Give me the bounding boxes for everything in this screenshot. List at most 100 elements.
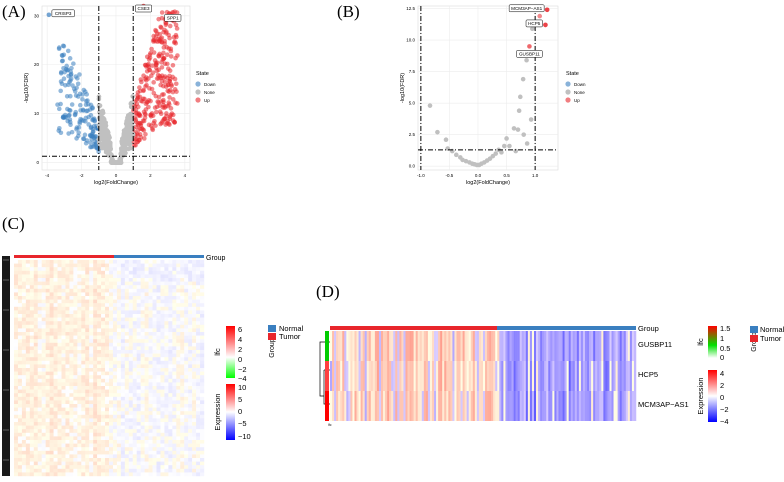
legend-entry-none: None [574, 90, 585, 95]
heatmap-cell [69, 339, 74, 343]
heatmap-cell [116, 386, 122, 390]
heatmap-cell [164, 321, 169, 325]
heatmap-cell [136, 375, 141, 379]
heatmap-cell [105, 450, 110, 455]
heatmap-cell [172, 339, 177, 343]
heatmap-cell [85, 443, 90, 448]
heatmap-cell [116, 375, 122, 379]
heatmap-cell [17, 260, 23, 264]
heatmap-cell [25, 378, 31, 383]
heatmap-cell [184, 404, 189, 408]
heatmap-cell [57, 450, 62, 455]
heatmap-cell [136, 454, 141, 459]
heatmap-cell [65, 450, 70, 455]
heatmap-cell [45, 436, 50, 441]
heatmap-cell [168, 328, 173, 333]
row-label: MCM3AP−AS1 [638, 400, 689, 409]
heatmap-cell [14, 436, 19, 441]
heatmap-cell [192, 292, 197, 297]
data-point [81, 136, 86, 141]
heatmap-cell [65, 324, 70, 329]
heatmap-cell [200, 353, 205, 358]
heatmap-cell [393, 391, 396, 421]
heatmap-cell [105, 267, 110, 271]
heatmap-cell [81, 396, 86, 401]
data-point [119, 151, 125, 157]
heatmap-cell [17, 447, 23, 451]
heatmap-cell [81, 292, 86, 297]
heatmap-cell [128, 270, 133, 275]
heatmap-cell [97, 418, 102, 423]
heatmap-cell [89, 350, 94, 354]
heatmap-cell [124, 364, 129, 369]
heatmap-cell [152, 407, 157, 412]
heatmap-cell [105, 303, 110, 307]
heatmap-cell [93, 425, 98, 430]
heatmap-cell [89, 288, 94, 293]
heatmap-cell [184, 429, 189, 433]
heatmap-cell [144, 328, 149, 333]
heatmap-cell [521, 331, 525, 361]
heatmap-cell [81, 450, 86, 455]
heatmap-cell [85, 314, 90, 318]
heatmap-cell [73, 368, 78, 372]
heatmap-cell [93, 400, 98, 405]
heatmap-cell [89, 450, 94, 455]
heatmap-cell [570, 331, 574, 361]
heatmap-cell [395, 361, 398, 391]
heatmap-cell [49, 472, 54, 477]
heatmap-cell [597, 391, 600, 421]
heatmap-cell [85, 375, 90, 379]
heatmap-cell [136, 360, 141, 365]
heatmap-cell [85, 393, 90, 397]
heatmap-cell [37, 299, 42, 304]
data-point [174, 26, 180, 31]
heatmap-cell [132, 378, 137, 383]
heatmap-cell [93, 353, 98, 358]
heatmap-cell [101, 353, 106, 358]
heatmap-cell [29, 418, 34, 423]
heatmap-cell [348, 331, 351, 361]
data-point [76, 130, 81, 135]
heatmap-cell [196, 432, 201, 437]
heatmap-cell [591, 331, 594, 361]
heatmap-cell [531, 391, 535, 421]
heatmap-cell [160, 450, 165, 455]
lfc-tick: 0.5 [720, 344, 730, 353]
heatmap-cell [487, 391, 490, 421]
heatmap-cell [49, 335, 54, 340]
heatmap-cell [196, 436, 201, 441]
heatmap-cell [480, 391, 484, 421]
heatmap-cell [109, 303, 114, 307]
heatmap-cell [37, 418, 42, 423]
heatmap-cell [101, 360, 106, 365]
heatmap-cell [485, 391, 488, 421]
heatmap-cell [124, 368, 129, 372]
heatmap-cell [609, 391, 612, 421]
data-point [133, 117, 139, 122]
heatmap-cell [554, 391, 557, 421]
data-point [60, 53, 65, 59]
heatmap-cell [25, 303, 31, 307]
heatmap-cell [452, 331, 455, 361]
heatmap-cell [105, 306, 110, 311]
heatmap-cell [21, 321, 27, 325]
heatmap-cell [105, 328, 110, 333]
heatmap-cell [172, 260, 177, 264]
heatmap-cell [101, 440, 106, 444]
heatmap-cell [184, 400, 189, 405]
heatmap-cell [116, 346, 122, 351]
gene-label: GUSBP11 [519, 52, 540, 57]
heatmap-cell [45, 440, 50, 444]
heatmap-cell [109, 267, 114, 271]
heatmap-cell [120, 389, 126, 394]
heatmap-cell [200, 458, 205, 462]
heatmap-cell [180, 468, 185, 473]
heatmap-cell [97, 339, 102, 343]
heatmap-cell [97, 317, 102, 322]
heatmap-cell [69, 440, 74, 444]
heatmap-cell [176, 472, 181, 477]
heatmap-cell [105, 278, 110, 282]
heatmap-cell [188, 346, 193, 351]
heatmap-cell [148, 285, 153, 289]
